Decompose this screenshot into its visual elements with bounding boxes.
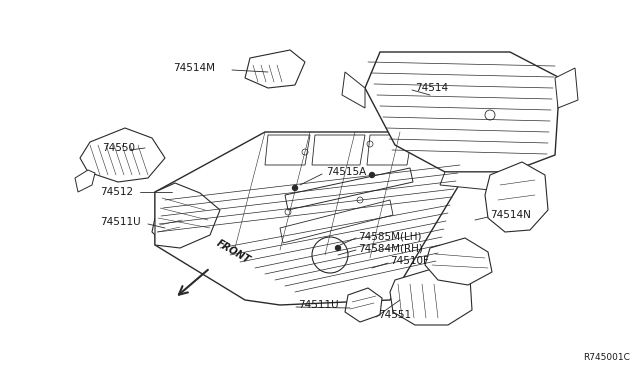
Polygon shape <box>265 135 310 165</box>
Polygon shape <box>555 68 578 108</box>
Polygon shape <box>365 52 560 172</box>
Text: 74511U: 74511U <box>100 217 141 227</box>
Polygon shape <box>155 183 220 248</box>
Polygon shape <box>390 265 472 325</box>
Text: 74585M(LH): 74585M(LH) <box>358 231 422 241</box>
Circle shape <box>292 186 298 190</box>
Polygon shape <box>75 170 95 192</box>
Circle shape <box>369 173 374 177</box>
Text: 74584M(RH): 74584M(RH) <box>358 243 423 253</box>
Polygon shape <box>345 288 382 322</box>
Text: 74514N: 74514N <box>490 210 531 220</box>
Text: 74551: 74551 <box>378 310 411 320</box>
Polygon shape <box>245 50 305 88</box>
Text: FRONT: FRONT <box>215 238 252 265</box>
Text: 74510F: 74510F <box>390 256 429 266</box>
Polygon shape <box>367 135 412 165</box>
Circle shape <box>335 246 340 250</box>
Text: 74515A: 74515A <box>326 167 366 177</box>
Polygon shape <box>280 200 393 243</box>
Text: 74550: 74550 <box>102 143 135 153</box>
Text: R745001C: R745001C <box>583 353 630 362</box>
Polygon shape <box>155 132 465 305</box>
Polygon shape <box>152 212 188 244</box>
Polygon shape <box>80 128 165 182</box>
Polygon shape <box>440 172 510 190</box>
Polygon shape <box>312 135 365 165</box>
Text: 74512: 74512 <box>100 187 133 197</box>
Text: 74514: 74514 <box>415 83 448 93</box>
Polygon shape <box>425 238 492 285</box>
Polygon shape <box>485 162 548 232</box>
Polygon shape <box>285 168 413 210</box>
Text: 74514M: 74514M <box>173 63 215 73</box>
Polygon shape <box>342 72 365 108</box>
Text: 74511U: 74511U <box>298 300 339 310</box>
